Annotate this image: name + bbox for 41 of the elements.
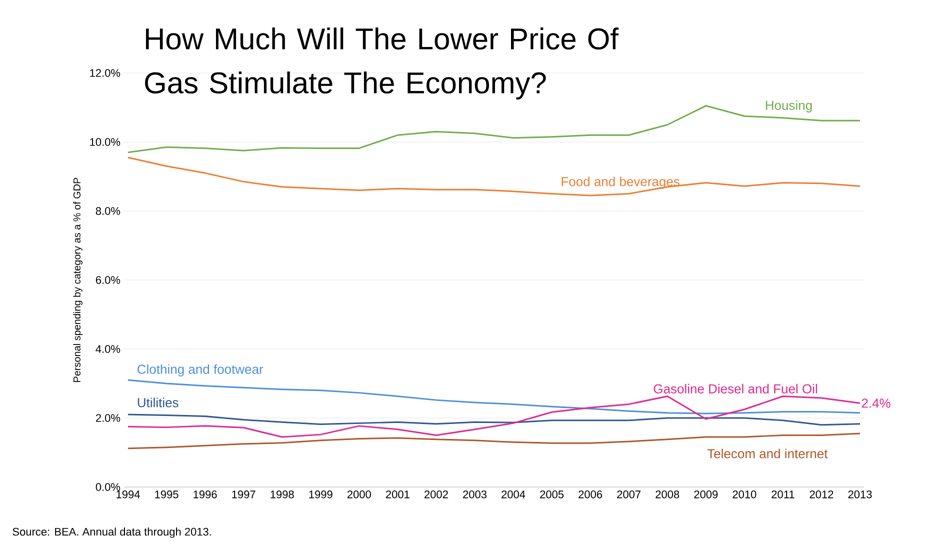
x-tick-label: 2005 <box>540 490 564 498</box>
y-axis-title: Personal spending by category as a % of GDP <box>73 178 82 382</box>
y-tick-label: 8.0% <box>96 207 120 215</box>
series-label: Gasoline Diesel and Fuel Oil <box>654 384 817 394</box>
line-series <box>127 379 861 414</box>
data-label: 2.4% <box>862 398 890 408</box>
x-tick-label: 1998 <box>270 490 294 498</box>
x-tick-label: 2002 <box>424 490 448 498</box>
x-tick-label: 2006 <box>578 490 602 498</box>
y-tick-label: 4.0% <box>96 345 120 353</box>
line-series <box>127 432 861 450</box>
y-tick-label: 2.0% <box>96 414 120 422</box>
y-tick-label: 6.0% <box>96 276 120 284</box>
source-note: Source: BEA. Annual data through 2013. <box>12 528 211 538</box>
x-tick-label: 2004 <box>502 490 526 498</box>
x-tick-label: 2000 <box>347 490 371 498</box>
x-tick-label: 2010 <box>732 490 756 498</box>
series-label: Clothing and footwear <box>138 364 264 376</box>
line-series <box>127 396 861 438</box>
series-label: Telecom and internet <box>707 448 828 458</box>
chart-title: How Much Will The Lower Price Of Gas Stimulate The Economy? <box>145 28 619 100</box>
x-tick-label: 2007 <box>617 490 641 498</box>
x-tick-label: 2001 <box>386 490 410 498</box>
y-tick-label: 12.0% <box>90 69 120 77</box>
series-label: Housing <box>766 100 812 113</box>
x-tick-label: 2013 <box>848 490 872 498</box>
x-tick-label: 2011 <box>772 490 794 498</box>
x-tick-label: 1996 <box>194 490 217 498</box>
x-tick-label: 2003 <box>463 490 486 498</box>
x-tick-label: 2008 <box>656 490 680 498</box>
series-label: Utilities <box>138 398 178 408</box>
line-series <box>127 156 861 196</box>
x-tick-label: 2009 <box>694 490 718 498</box>
x-tick-label: 1997 <box>232 490 256 498</box>
x-tick-label: 1994 <box>116 490 140 498</box>
x-tick-label: 1995 <box>155 490 178 498</box>
x-tick-label: 1999 <box>309 490 332 498</box>
y-tick-label: 10.0% <box>90 138 120 146</box>
series-label: Food and beverages <box>562 176 680 189</box>
x-tick-label: 2012 <box>810 490 834 498</box>
y-tick-label: 0.0% <box>96 483 120 491</box>
